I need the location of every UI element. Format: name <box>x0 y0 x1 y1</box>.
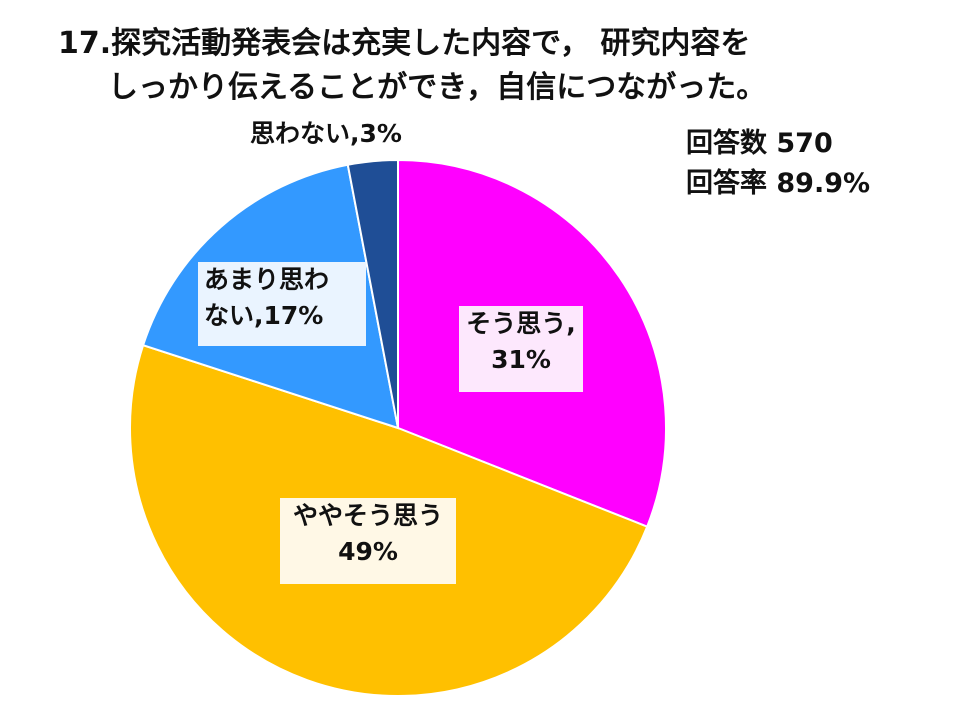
data-label-yaya-value: 49% <box>338 537 398 566</box>
response-count: 回答数 570 <box>686 128 833 159</box>
slice-omowa <box>346 158 399 429</box>
data-label-amari: あまり思わ ない,17% <box>198 262 366 346</box>
data-label-omowa-name: 思わない,3% <box>250 119 402 148</box>
data-label-sou-value: 31% <box>491 345 551 374</box>
data-label-sou: そう思う, 31% <box>459 306 583 392</box>
chart-title-line-2: しっかり伝えることができ，自信につながった。 <box>108 70 767 105</box>
chart-title-line-1: 17.探究活動発表会は充実した内容で， 研究内容を <box>58 26 751 61</box>
data-label-omowa: 思わない,3% <box>250 116 402 152</box>
data-label-yaya-name: ややそう思う <box>292 501 443 530</box>
data-label-sou-name: そう思う, <box>466 309 576 338</box>
data-label-yaya: ややそう思う 49% <box>280 498 456 584</box>
data-label-amari-value: ない,17% <box>204 301 324 330</box>
data-label-amari-name: あまり思わ <box>204 265 330 294</box>
response-rate: 回答率 89.9% <box>686 168 871 199</box>
